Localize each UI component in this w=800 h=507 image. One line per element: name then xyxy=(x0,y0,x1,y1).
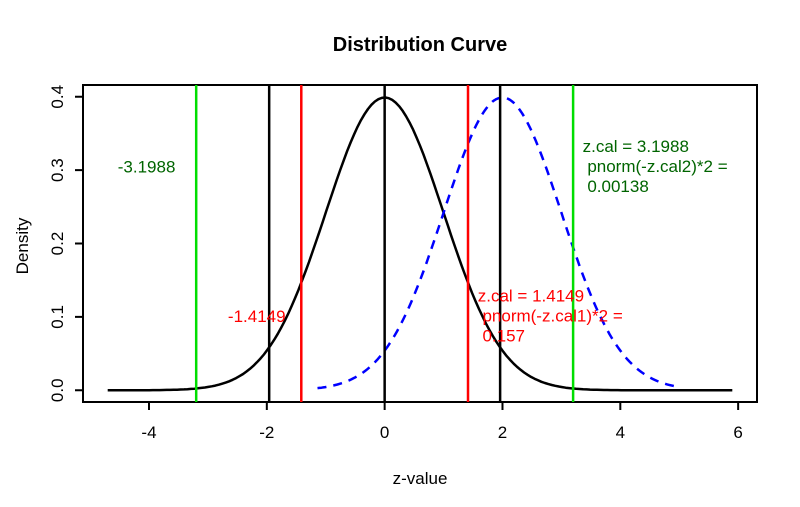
chart-title: Distribution Curve xyxy=(332,34,508,56)
annotation-z-cal1-result: 0.157 xyxy=(478,327,525,346)
null-distribution-curve xyxy=(107,96,733,392)
y-tick-label: 0.0 xyxy=(48,378,67,402)
x-tick-label: -2 xyxy=(259,423,274,442)
y-tick-label: 0.4 xyxy=(48,85,67,109)
annotation-z-cal1-result: pnorm(-z.cal1)*2 = xyxy=(478,307,623,326)
annotation-z-cal2-result: z.cal = 3.1988 xyxy=(583,137,689,156)
alternative-distribution-curve xyxy=(317,96,676,390)
x-axis-title: z-value xyxy=(392,469,448,488)
x-tick-label: 4 xyxy=(616,423,625,442)
x-tick-label: -4 xyxy=(141,423,156,442)
annotation-neg-z-cal2: -3.1988 xyxy=(118,158,176,177)
annotation-z-cal1-result: z.cal = 1.4149 xyxy=(478,287,584,306)
x-tick-label: 0 xyxy=(380,423,389,442)
y-tick-label: 0.1 xyxy=(48,305,67,329)
annotation-z-cal2-result: pnorm(-z.cal2)*2 = xyxy=(583,157,728,176)
plot-box xyxy=(82,84,758,403)
y-tick-label: 0.2 xyxy=(48,232,67,256)
y-tick-label: 0.3 xyxy=(48,158,67,182)
x-tick-label: 6 xyxy=(733,423,742,442)
annotation-z-cal2-result: 0.00138 xyxy=(583,177,649,196)
annotation-neg-z-cal1: -1.4149 xyxy=(228,307,286,326)
x-tick-label: 2 xyxy=(498,423,507,442)
y-axis-title: Density xyxy=(13,217,32,275)
